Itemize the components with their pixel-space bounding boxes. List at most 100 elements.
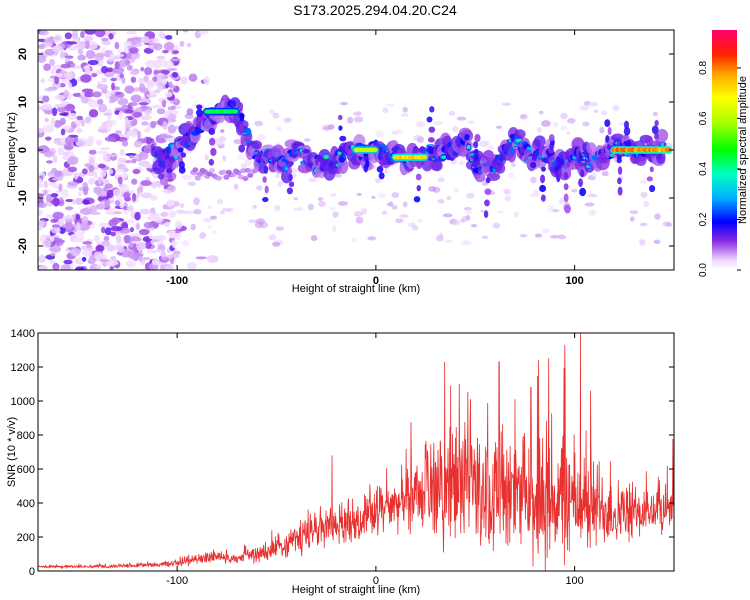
spectrogram-noise-blob (139, 208, 152, 215)
spectrogram-noise-blob (87, 59, 99, 66)
spectrogram-noise-blob (44, 37, 56, 44)
spectrogram-noise-blob (96, 98, 104, 105)
spectrogram-spike-blob (426, 116, 433, 123)
spectrogram-faint-blob (193, 208, 202, 215)
spectrogram-spike-blob (210, 147, 217, 157)
spectrogram-noise-blob (180, 76, 188, 85)
spectrogram-faint-blob (629, 216, 635, 222)
spectrogram-noise-blob (95, 139, 103, 146)
snr-y-tick-label: 1200 (11, 362, 35, 374)
spectrogram-faint-blob (207, 224, 213, 230)
spectrogram-spike-blob (263, 165, 269, 174)
spectrogram-spike-blob (264, 185, 269, 194)
spectrogram-noise-blob (140, 35, 150, 44)
spectrogram-spike-blob (208, 127, 216, 136)
spectrogram-faint-blob (530, 176, 537, 184)
spectrogram-spike-blob (473, 141, 479, 149)
spectrogram-branch-blob (247, 172, 254, 178)
spectrogram-noise-blob (129, 227, 135, 233)
spectrogram-noise-blob (83, 35, 94, 42)
spectrogram-noise-blob (57, 199, 65, 207)
spectrogram-noise-blob (93, 234, 100, 242)
spectrogram-spike-blob (287, 161, 293, 168)
spectrogram-faint-blob (254, 120, 264, 127)
spectrogram-faint-blob (400, 113, 409, 117)
spectrogram-ridge-halo (494, 163, 506, 174)
spectrogram-noise-blob (108, 219, 118, 227)
spectrogram-noise-blob (134, 237, 142, 242)
spectrogram-faint-blob (303, 138, 311, 143)
spectrogram-noise-blob (39, 30, 49, 36)
spectrogram-noise-blob (152, 173, 160, 178)
spectrogram-faint-blob (643, 200, 650, 208)
spectrogram-noise-blob (162, 205, 168, 210)
spectrogram-noise-blob (84, 30, 97, 35)
spectrogram-noise-blob (126, 64, 133, 71)
spectrogram-faint-blob (552, 208, 560, 213)
spectrogram-faint-blob (233, 183, 239, 190)
spectrogram-faint-blob (225, 207, 231, 212)
spectrogram-noise-blob (138, 83, 146, 93)
spectrogram-faint-blob (557, 234, 567, 240)
colorbar-label: Normalized spectral amplitude (737, 76, 749, 224)
spectrogram-noise-blob (109, 169, 114, 175)
spectrogram-noise-blob (99, 258, 110, 263)
spectrogram-noise-blob (91, 73, 98, 78)
spectrogram-spike-blob (474, 154, 479, 162)
spectrogram-noise-blob (171, 71, 179, 78)
spectrogram-noise-blob (101, 37, 109, 42)
spectrogram-spike-blob (624, 139, 632, 148)
spectrogram-noise-blob (122, 192, 131, 198)
spectrogram-faint-blob (437, 177, 445, 183)
spectrogram-faint-blob (529, 193, 540, 198)
spectrogram-spike-blob (427, 137, 435, 143)
spectrogram-noise-blob (133, 140, 143, 148)
spectrogram-noise-blob (88, 135, 94, 145)
spectrogram-spike-blob (428, 126, 436, 133)
spectrogram-noise-blob (114, 41, 120, 50)
spectrogram-noise-blob (74, 197, 84, 205)
spectrogram-faint-blob (329, 206, 336, 211)
spectrogram-faint-blob (559, 125, 568, 131)
spectrogram-noise-blob (138, 77, 143, 84)
spectrogram-spike-blob (485, 177, 491, 184)
spectrogram-noise-blob (59, 50, 65, 59)
spectrogram-noise-blob (82, 186, 89, 196)
spectrogram-noise-blob (80, 245, 89, 251)
spectrogram-faint-blob (446, 196, 452, 201)
spectrogram-noise-blob (138, 256, 143, 262)
spectrogram-noise-blob (203, 76, 210, 85)
spectrogram-faint-blob (218, 135, 226, 143)
spectrogram-noise-blob (75, 266, 85, 270)
spectrogram-noise-blob (89, 204, 98, 213)
spectrogram-spike-blob (415, 173, 422, 181)
spectrogram-spike-blob (578, 161, 584, 167)
spectrogram-noise-blob (80, 74, 92, 83)
spectrogram-spike-blob (178, 166, 186, 174)
spectrogram-branch-blob (230, 172, 237, 178)
spectrogram-noise-blob (153, 43, 163, 51)
spectrogram-faint-blob (347, 116, 354, 124)
spectrogram-spike-blob (564, 204, 571, 214)
spectrogram-faint-blob (308, 178, 317, 183)
spectrogram-spike-blob (617, 177, 622, 185)
spectrogram-noise-blob (215, 141, 225, 146)
spectrogram-spike-blob (167, 161, 173, 169)
spectrogram-noise-blob (123, 109, 134, 114)
spectrogram-faint-blob (452, 125, 459, 133)
spectrogram-ridge-core (464, 133, 470, 141)
spectrogram-spike-blob (287, 167, 293, 175)
spectrogram-faint-blob (467, 120, 475, 124)
spectrogram-noise-blob (68, 155, 79, 165)
spectrogram-noise-blob (54, 35, 61, 41)
spectrogram-noise-blob (50, 227, 61, 234)
spectrogram-noise-blob (116, 53, 125, 57)
spectrogram-noise-blob (127, 204, 134, 213)
spectrogram-faint-blob (571, 188, 578, 193)
spectrogram-noise-blob (130, 76, 137, 83)
spectrogram-ridge-halo (586, 142, 597, 154)
spectrogram-faint-blob (519, 234, 528, 238)
spectrogram-faint-blob (453, 188, 459, 194)
spectrogram-noise-blob (38, 209, 44, 217)
